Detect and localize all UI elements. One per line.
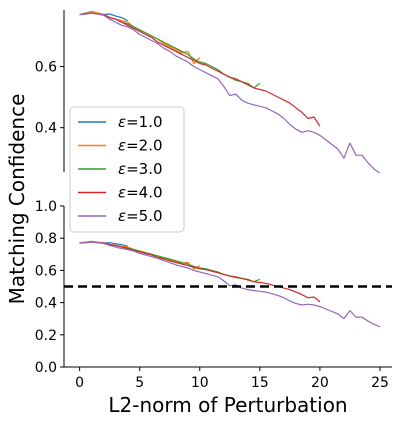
y-tick-label-full: 0.6	[35, 263, 57, 279]
legend-value: =5.0	[126, 207, 162, 225]
series-lines-full	[79, 240, 381, 328]
x-tick-label: 5	[135, 375, 144, 391]
series-line-5-zoom	[79, 12, 381, 173]
x-tick-label: 25	[371, 375, 389, 391]
legend-label-3: ε=3.0	[118, 160, 163, 178]
legend-epsilon: ε	[118, 113, 126, 131]
legend-epsilon: ε	[118, 160, 126, 178]
legend-label-2: ε=2.0	[118, 137, 163, 155]
legend-epsilon: ε	[118, 137, 126, 155]
legend-box	[69, 106, 185, 233]
panel-full: 0.0 0.2 0.4 0.6 0.8 1.0 0 5 10 15 20 25	[35, 199, 392, 391]
legend-epsilon: ε	[118, 207, 126, 225]
legend-value: =4.0	[126, 184, 162, 202]
legend-label-5: ε=5.0	[118, 207, 163, 225]
y-tick-label-zoom: 0.4	[35, 121, 57, 137]
y-tick-label-zoom: 0.6	[35, 60, 57, 76]
series-lines-zoom	[79, 10, 381, 173]
legend-label-4: ε=4.0	[118, 184, 163, 202]
legend-value: =1.0	[126, 113, 162, 131]
legend-epsilon: ε	[118, 184, 126, 202]
y-tick-label-full: 1.0	[35, 199, 57, 215]
x-tick-label: 0	[75, 375, 84, 391]
legend-value: =2.0	[126, 137, 162, 155]
x-tick-label: 15	[251, 375, 269, 391]
legend-label-1: ε=1.0	[118, 113, 163, 131]
series-line-5-full	[79, 241, 381, 328]
series-line-2-full	[79, 240, 201, 270]
legend: ε=1.0ε=2.0ε=3.0ε=4.0ε=5.0	[69, 106, 185, 233]
y-tick-label-full: 0.8	[35, 231, 57, 247]
series-line-4-zoom	[79, 12, 321, 127]
series-line-2-zoom	[79, 10, 201, 65]
y-tick-label-full: 0.4	[35, 296, 57, 312]
y-tick-label-full: 0.2	[35, 328, 57, 344]
x-axis-label: L2-norm of Perturbation	[108, 393, 347, 417]
legend-value: =3.0	[126, 160, 162, 178]
x-tick-label: 10	[191, 375, 209, 391]
panel-zoom: 0.4 0.6	[35, 10, 381, 173]
series-line-3-zoom	[79, 12, 261, 89]
y-axis-label: Matching Confidence	[5, 94, 29, 305]
chart-body: 0.40.60.00.20.40.60.81.00 5 10 15 20 25ε=1.0ε…	[35, 10, 392, 391]
x-tick-label: 20	[311, 375, 329, 391]
y-tick-label-full: 0.0	[35, 360, 57, 376]
